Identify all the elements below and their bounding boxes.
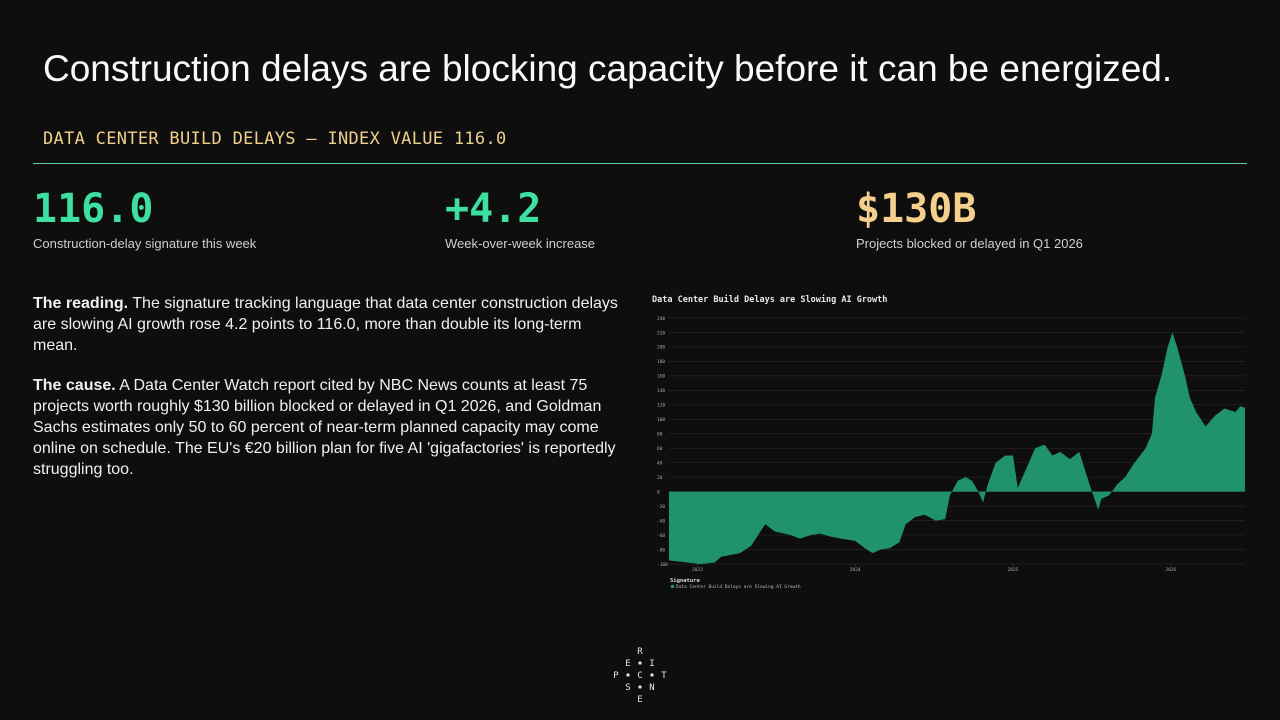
y-tick-label: 140 <box>657 388 665 394</box>
y-tick-label: 120 <box>657 403 665 409</box>
paragraph: The reading. The signature tracking lang… <box>33 293 625 356</box>
stat-label: Projects blocked or delayed in Q1 2026 <box>856 236 1083 251</box>
y-tick-label: 220 <box>657 330 665 336</box>
y-tick-label: 20 <box>657 475 663 481</box>
y-tick-label: 180 <box>657 359 665 365</box>
chart-title: Data Center Build Delays are Slowing AI … <box>652 294 887 305</box>
paragraph: The cause. A Data Center Watch report ci… <box>33 375 625 480</box>
stat-label: Construction-delay signature this week <box>33 236 257 251</box>
y-tick-label: 200 <box>657 345 665 351</box>
x-tick-label: 2026 <box>1165 567 1176 573</box>
legend-swatch <box>670 584 675 589</box>
x-tick-label: 2024 <box>850 567 861 573</box>
y-tick-label: 240 <box>657 316 665 322</box>
headline: Construction delays are blocking capacit… <box>43 48 1173 89</box>
legend-title: Signature <box>670 578 700 584</box>
area <box>669 332 1245 564</box>
stat-value: +4.2 <box>445 186 542 232</box>
stat-value: $130B <box>856 186 977 232</box>
stat-label: Week-over-week increase <box>445 236 596 251</box>
y-tick-label: 40 <box>657 461 663 467</box>
y-tick-label: -80 <box>657 547 665 553</box>
paragraph-text: A Data Center Watch report cited by NBC … <box>33 377 616 478</box>
subtitle: DATA CENTER BUILD DELAYS — INDEX VALUE 1… <box>43 129 507 149</box>
stat-value: 116.0 <box>33 186 154 232</box>
y-tick-label: -20 <box>657 504 665 510</box>
x-tick-label: 2025 <box>1008 567 1019 573</box>
y-tick-label: -40 <box>657 518 665 524</box>
x-tick-label: 2023 <box>692 567 703 573</box>
y-tick-label: 100 <box>657 417 665 423</box>
y-tick-label: 0 <box>657 489 660 495</box>
y-tick-label: 80 <box>657 432 663 438</box>
y-tick-label: -100 <box>657 562 668 568</box>
y-tick-label: 60 <box>657 446 663 452</box>
legend-label: Data Center Build Delays are Slowing AI … <box>676 584 801 590</box>
paragraph-lead: The cause. <box>33 377 116 394</box>
divider <box>33 163 1247 164</box>
paragraph-text: The signature tracking language that dat… <box>33 295 618 354</box>
paragraph-lead: The reading. <box>33 295 129 312</box>
y-tick-label: 160 <box>657 374 665 380</box>
y-tick-label: -60 <box>657 533 665 539</box>
